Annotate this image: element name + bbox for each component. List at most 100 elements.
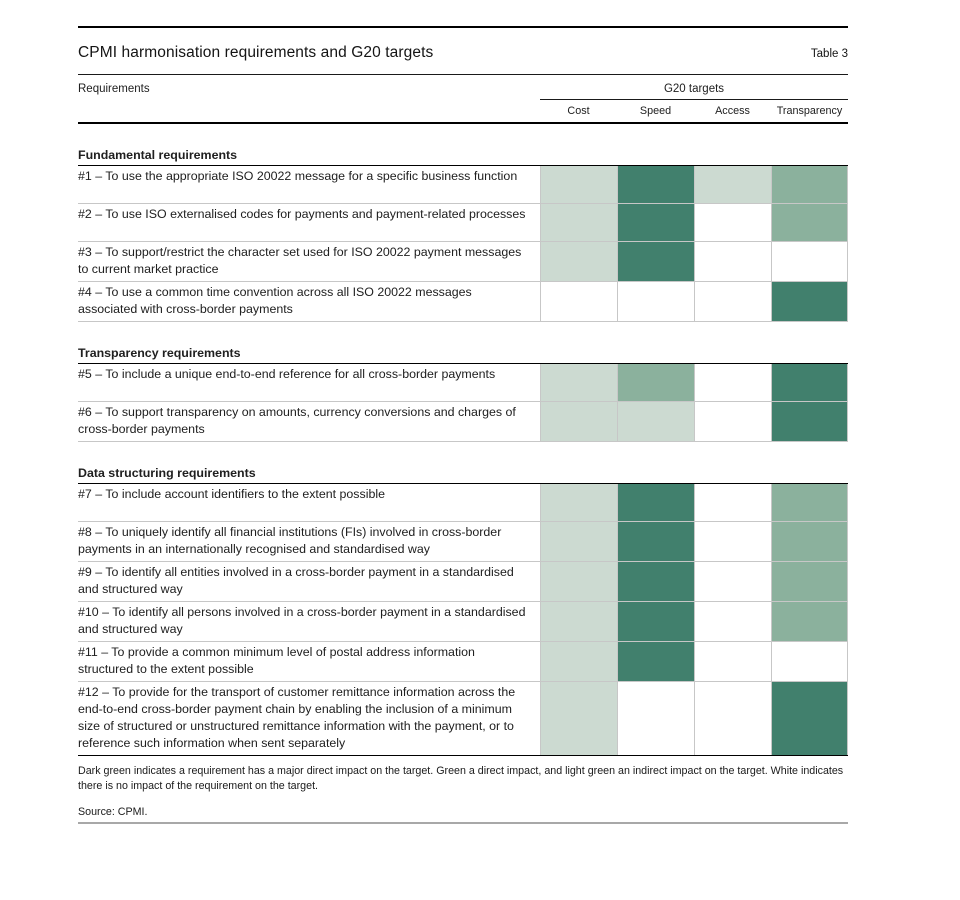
impact-cell-speed <box>617 166 694 203</box>
impact-cell-transparency <box>771 642 848 681</box>
impact-cell-transparency <box>771 166 848 203</box>
impact-cell-speed <box>617 242 694 281</box>
impact-cells <box>540 682 848 755</box>
requirement-text: #10 – To identify all persons involved i… <box>78 605 526 636</box>
requirement-row-12: #12 – To provide for the transport of cu… <box>78 682 848 756</box>
impact-cell-access <box>694 402 771 441</box>
requirement-row-10: #10 – To identify all persons involved i… <box>78 602 848 642</box>
section-transparency-requirements: Transparency requirements #5 – To includ… <box>78 344 848 442</box>
requirement-text: #11 – To provide a common minimum level … <box>78 645 475 676</box>
requirement-text: #5 – To include a unique end-to-end refe… <box>78 367 496 381</box>
impact-cell-cost <box>540 242 617 281</box>
requirement-text: #7 – To include account identifiers to t… <box>78 487 385 501</box>
requirement-row-7: #7 – To include account identifiers to t… <box>78 484 848 522</box>
g20-targets-header: G20 targets <box>540 80 848 100</box>
source-note: Source: CPMI. <box>78 806 148 818</box>
requirement-row-11: #11 – To provide a common minimum level … <box>78 642 848 682</box>
section-heading: Transparency requirements <box>78 344 848 364</box>
impact-cells <box>540 602 848 641</box>
header-bottom-rule <box>78 122 848 124</box>
requirement-row-6: #6 – To support transparency on amounts,… <box>78 402 848 442</box>
impact-cell-speed <box>617 282 694 321</box>
table-content: CPMI harmonisation requirements and G20 … <box>78 26 848 824</box>
impact-cells <box>540 166 848 203</box>
impact-cell-cost <box>540 484 617 521</box>
requirement-row-9: #9 – To identify all entities involved i… <box>78 562 848 602</box>
section-fundamental-requirements: Fundamental requirements #1 – To use the… <box>78 146 848 322</box>
impact-cell-access <box>694 364 771 401</box>
requirement-row-3: #3 – To support/restrict the character s… <box>78 242 848 282</box>
impact-cell-transparency <box>771 522 848 561</box>
target-column-labels: Cost Speed Access Transparency <box>540 100 848 122</box>
legend-footnote: Dark green indicates a requirement has a… <box>78 765 844 792</box>
requirement-row-8: #8 – To uniquely identify all financial … <box>78 522 848 562</box>
impact-cell-transparency <box>771 242 848 281</box>
impact-cell-speed <box>617 522 694 561</box>
title-divider <box>78 74 848 75</box>
requirement-row-4: #4 – To use a common time convention acr… <box>78 282 848 322</box>
impact-cells <box>540 562 848 601</box>
impact-cell-speed <box>617 642 694 681</box>
impact-cells <box>540 522 848 561</box>
requirement-text: #12 – To provide for the transport of cu… <box>78 685 516 750</box>
column-header-block: Requirements G20 targets Cost Speed Acce… <box>78 75 848 124</box>
impact-cells <box>540 402 848 441</box>
impact-cell-access <box>694 562 771 601</box>
impact-cells <box>540 364 848 401</box>
impact-cells <box>540 484 848 521</box>
impact-cell-speed <box>617 204 694 241</box>
impact-cell-access <box>694 484 771 521</box>
impact-cell-transparency <box>771 682 848 755</box>
requirement-text: #6 – To support transparency on amounts,… <box>78 405 516 436</box>
top-rule <box>78 26 848 28</box>
impact-cell-speed <box>617 602 694 641</box>
impact-cell-transparency <box>771 282 848 321</box>
target-column-header-access: Access <box>715 105 750 117</box>
impact-cell-access <box>694 522 771 561</box>
requirements-column-header: Requirements <box>78 83 150 95</box>
requirement-text: #9 – To identify all entities involved i… <box>78 565 514 596</box>
impact-cell-cost <box>540 562 617 601</box>
target-column-header-cost: Cost <box>567 105 590 117</box>
impact-cell-cost <box>540 642 617 681</box>
requirement-text: #4 – To use a common time convention acr… <box>78 285 472 316</box>
impact-cell-transparency <box>771 364 848 401</box>
impact-cell-access <box>694 242 771 281</box>
target-column-header-speed: Speed <box>639 105 672 117</box>
impact-cell-transparency <box>771 484 848 521</box>
requirement-text: #1 – To use the appropriate ISO 20022 me… <box>78 169 518 183</box>
target-column-header-transparency: Transparency <box>776 105 843 117</box>
requirement-row-1: #1 – To use the appropriate ISO 20022 me… <box>78 166 848 204</box>
section-data-structuring-requirements: Data structuring requirements #7 – To in… <box>78 464 848 756</box>
section-heading: Data structuring requirements <box>78 464 848 484</box>
impact-cell-cost <box>540 522 617 561</box>
impact-cells <box>540 242 848 281</box>
impact-cell-cost <box>540 402 617 441</box>
impact-cell-speed <box>617 402 694 441</box>
impact-cell-speed <box>617 484 694 521</box>
impact-cell-cost <box>540 166 617 203</box>
table-title-row: CPMI harmonisation requirements and G20 … <box>78 28 848 74</box>
table-title: CPMI harmonisation requirements and G20 … <box>78 44 434 61</box>
g20-targets-group: G20 targets <box>540 80 848 100</box>
impact-cell-transparency <box>771 562 848 601</box>
bottom-rule <box>78 822 848 824</box>
impact-cell-cost <box>540 682 617 755</box>
impact-cell-transparency <box>771 402 848 441</box>
impact-cell-access <box>694 282 771 321</box>
impact-cell-speed <box>617 562 694 601</box>
impact-cell-access <box>694 602 771 641</box>
impact-cell-cost <box>540 602 617 641</box>
impact-cell-speed <box>617 682 694 755</box>
report-page: CPMI harmonisation requirements and G20 … <box>0 26 960 900</box>
section-heading: Fundamental requirements <box>78 146 848 166</box>
impact-cell-access <box>694 166 771 203</box>
impact-cells <box>540 204 848 241</box>
impact-cell-access <box>694 682 771 755</box>
requirement-text: #8 – To uniquely identify all financial … <box>78 525 502 556</box>
impact-cell-access <box>694 204 771 241</box>
impact-cell-speed <box>617 364 694 401</box>
table-number-label: Table 3 <box>810 48 848 60</box>
header-top-row: Requirements G20 targets <box>78 80 848 100</box>
impact-cell-cost <box>540 204 617 241</box>
